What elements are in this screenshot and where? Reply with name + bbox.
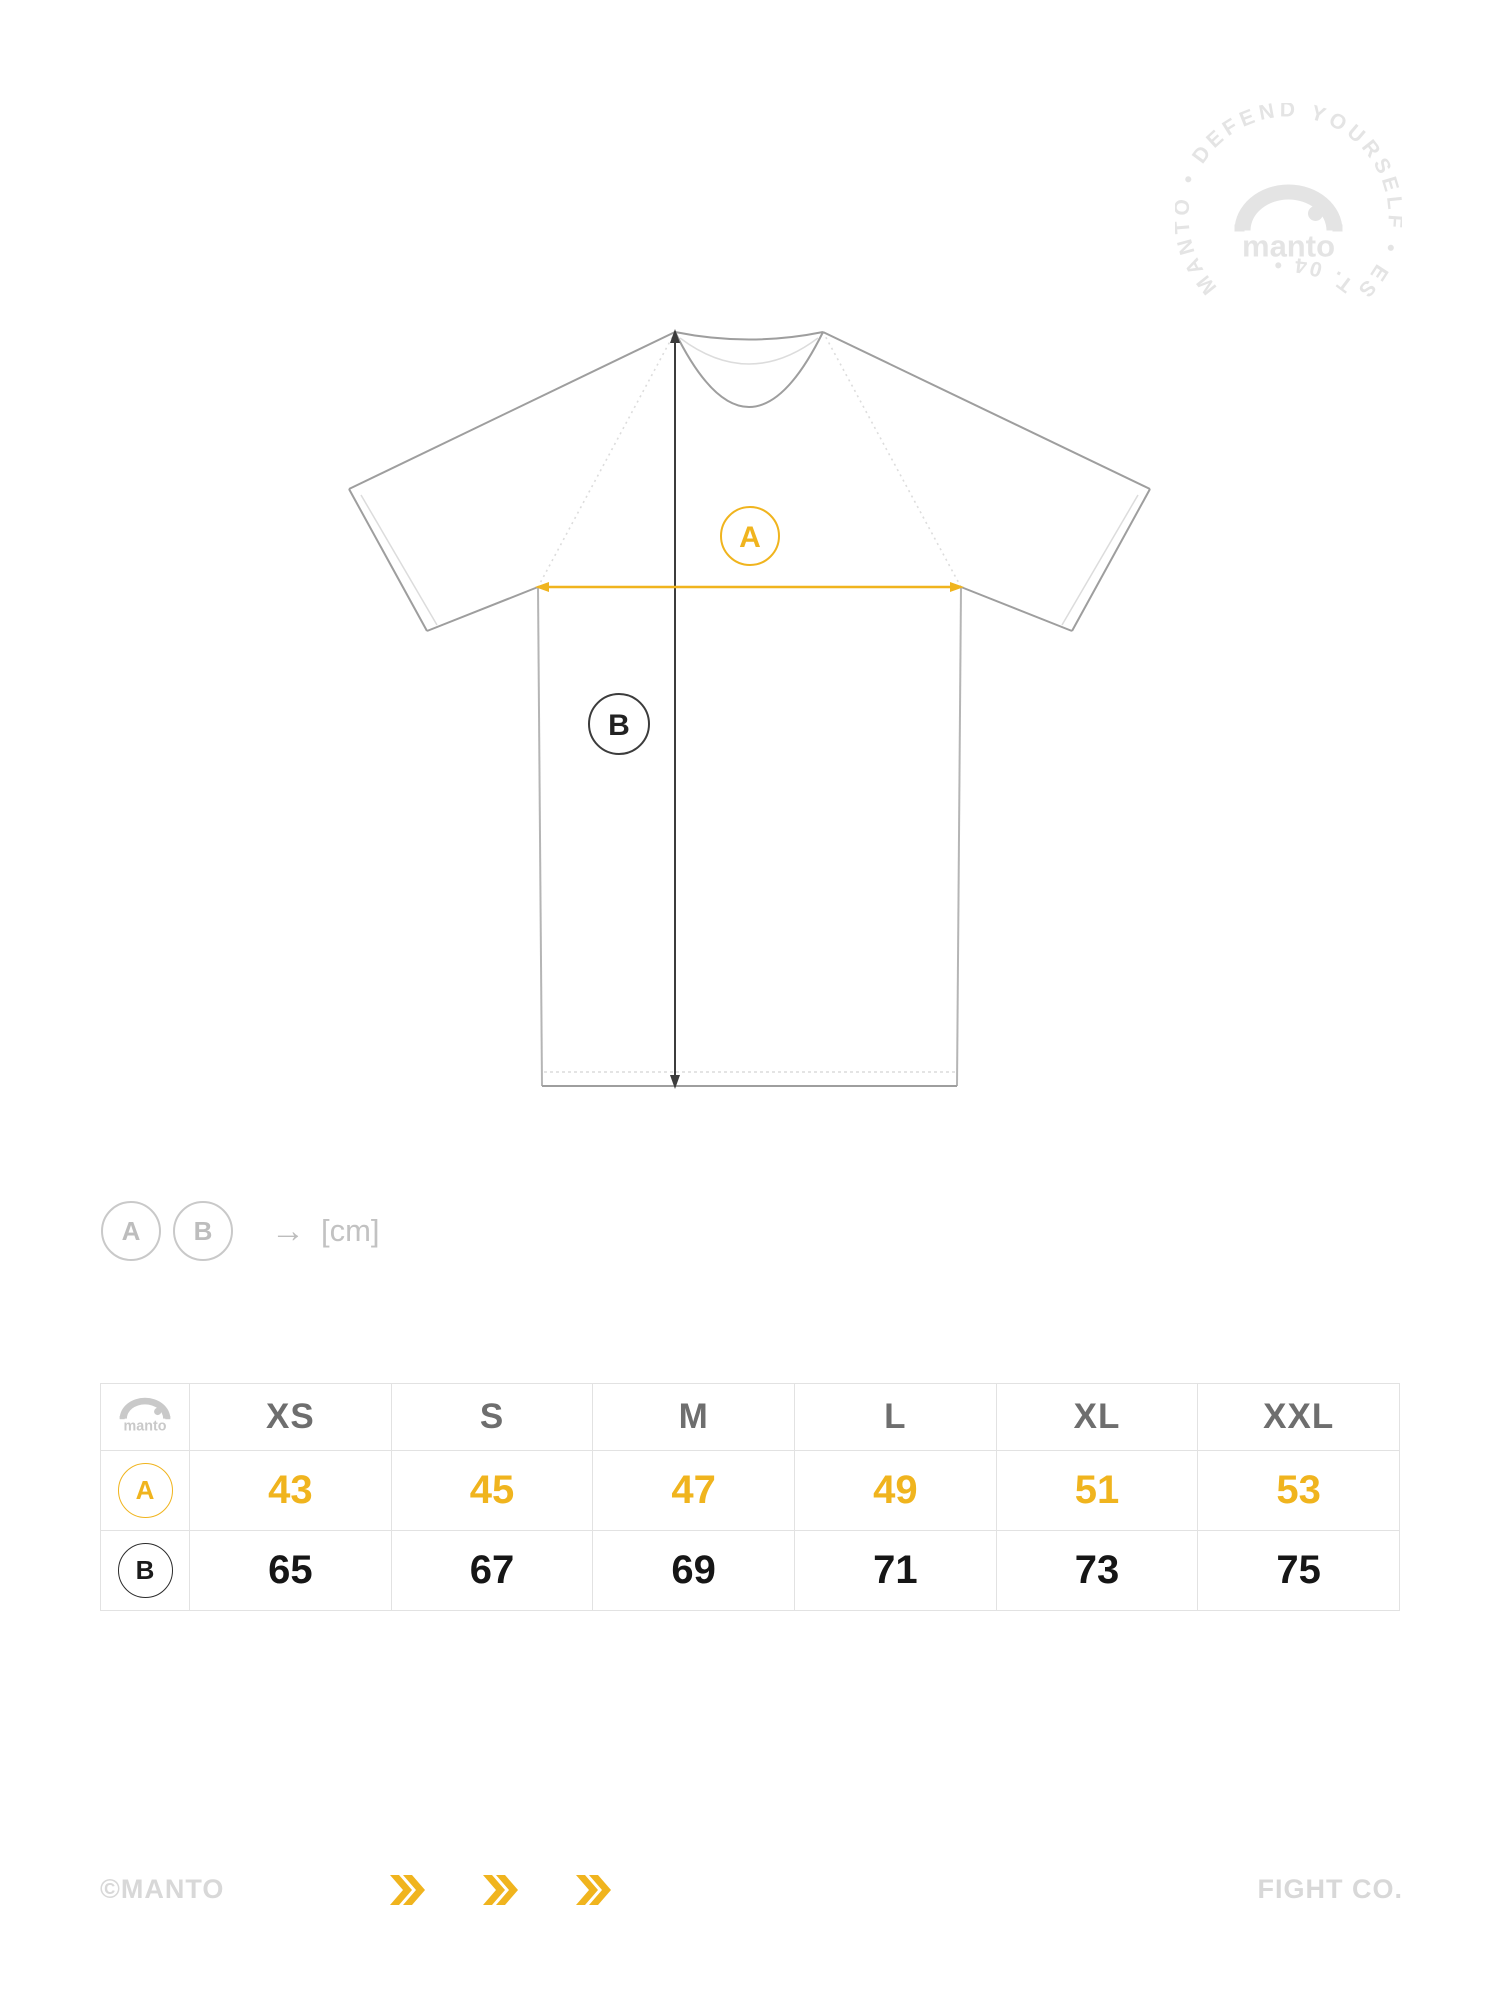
row-b-value-xxl: 75 xyxy=(1197,1530,1399,1610)
tshirt-outline xyxy=(348,331,1151,1087)
footer-brand: FIGHT CO. xyxy=(1257,1874,1403,1904)
row-b-marker: B xyxy=(117,1543,173,1598)
row-b-value-xs: 65 xyxy=(189,1530,391,1610)
legend-marker-b: B xyxy=(173,1201,233,1261)
measure-line-b xyxy=(670,329,680,1089)
row-b-value-s: 67 xyxy=(390,1530,593,1610)
measure-line-a xyxy=(535,582,964,592)
row-b-value-l: 71 xyxy=(794,1530,996,1610)
size-column-header-xl: XL xyxy=(995,1384,1198,1450)
row-a-value-s: 45 xyxy=(390,1450,593,1530)
row-a-value-l: 49 xyxy=(794,1450,996,1530)
row-b-value-xl: 73 xyxy=(995,1530,1198,1610)
row-a-label-cell: A xyxy=(101,1450,189,1530)
manto-logo-icon: manto xyxy=(119,1397,171,1435)
size-table: manto XS S M L XL XXL A 43 45 47 49 51 5… xyxy=(100,1383,1400,1611)
row-a-value-m: 47 xyxy=(592,1450,794,1530)
arrow-right-icon: → xyxy=(271,1212,305,1250)
marker-b: B xyxy=(588,693,650,755)
size-column-header-m: M xyxy=(592,1384,794,1450)
row-b-value-m: 69 xyxy=(592,1530,794,1610)
row-b-label-cell: B xyxy=(101,1530,189,1610)
brand-stamp: MANTO • DEFEND YOURSELF • EST. 04 • mant… xyxy=(1175,103,1402,305)
footer: ©MANTO FIGHT CO. xyxy=(100,1872,1403,1908)
footer-copyright: ©MANTO xyxy=(100,1874,225,1904)
double-chevron-right-icon xyxy=(576,1875,611,1905)
double-chevron-right-icon xyxy=(390,1875,425,1905)
stamp-logo-word: manto xyxy=(1242,229,1335,264)
row-a-marker: A xyxy=(117,1463,173,1518)
legend-unit: [cm] xyxy=(321,1213,380,1248)
marker-a-label: A xyxy=(739,521,761,554)
row-a-value-xl: 51 xyxy=(995,1450,1198,1530)
size-column-header-xxl: XXL xyxy=(1197,1384,1399,1450)
row-a-value-xxl: 53 xyxy=(1197,1450,1399,1530)
row-a-value-xs: 43 xyxy=(189,1450,391,1530)
manto-logo-icon xyxy=(1234,184,1343,232)
table-logo-word: manto xyxy=(124,1419,167,1435)
size-column-header-l: L xyxy=(794,1384,996,1450)
size-column-header-s: S xyxy=(390,1384,593,1450)
legend: A B → [cm] xyxy=(101,1201,380,1261)
double-chevron-right-icon xyxy=(483,1875,518,1905)
marker-b-label: B xyxy=(608,709,630,742)
legend-marker-a: A xyxy=(101,1201,161,1261)
footer-chevrons xyxy=(388,1875,611,1905)
size-column-header-xs: XS xyxy=(189,1384,391,1450)
marker-a: A xyxy=(720,506,780,566)
table-logo-cell: manto xyxy=(101,1384,189,1450)
